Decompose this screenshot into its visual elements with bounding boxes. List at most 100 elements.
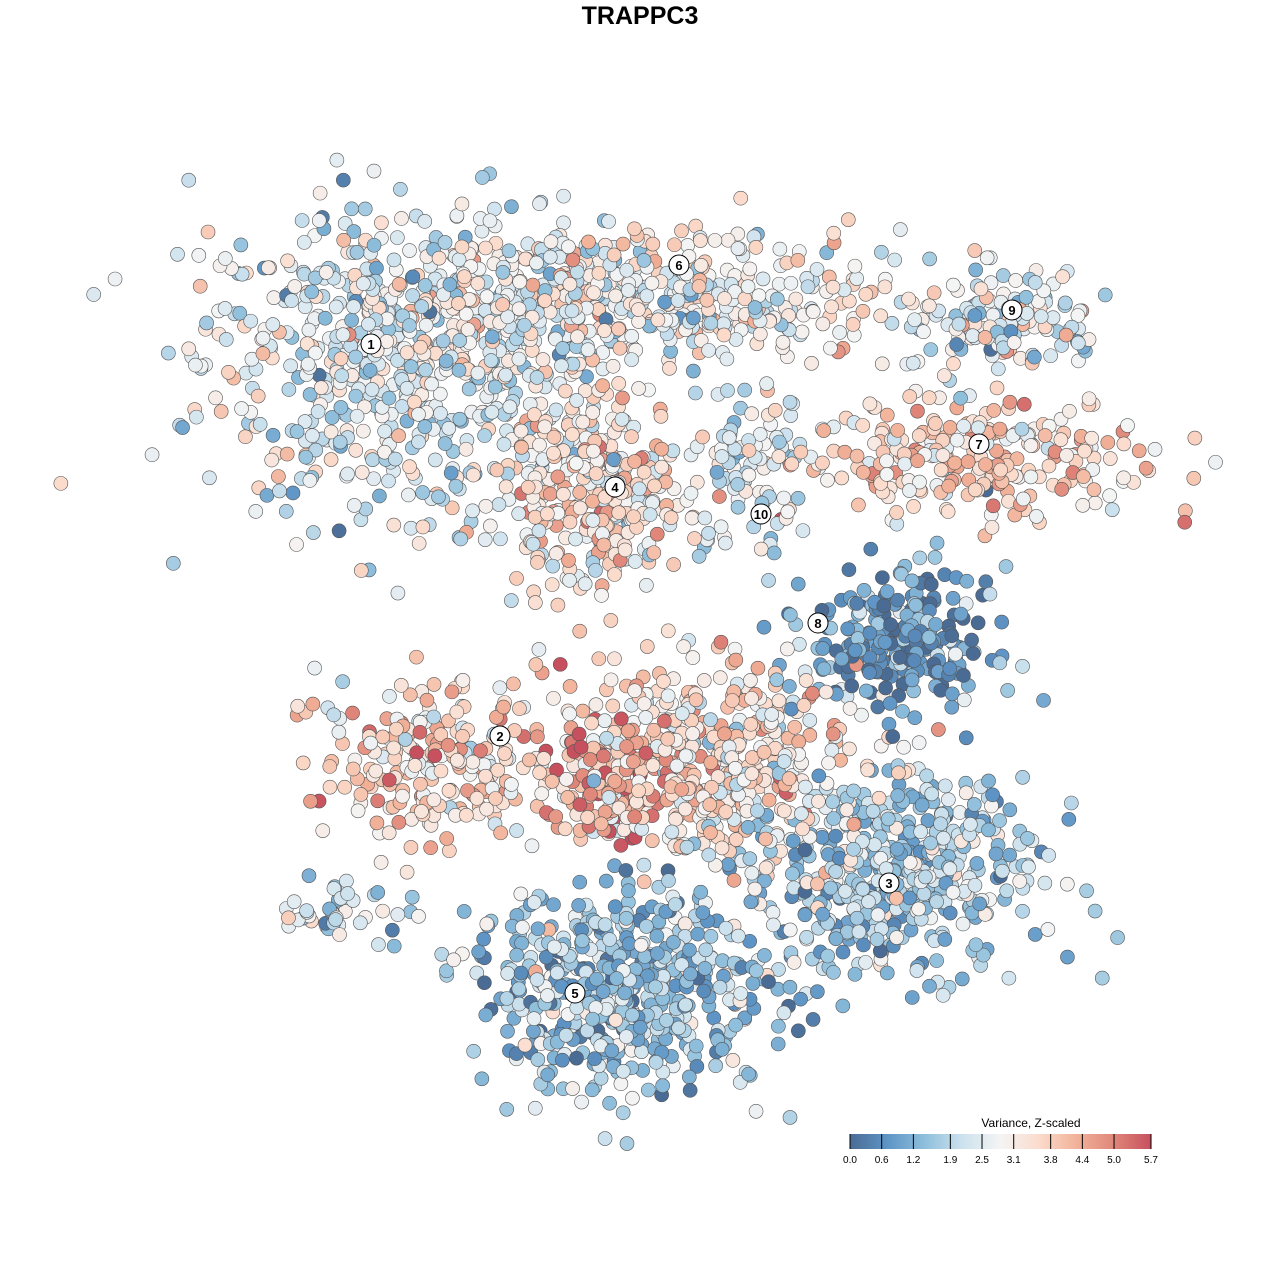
point [532, 196, 547, 212]
point [530, 729, 545, 745]
point [794, 806, 809, 821]
point [782, 394, 798, 410]
point [432, 386, 448, 402]
point [667, 897, 683, 912]
point [217, 301, 233, 316]
point [542, 486, 558, 502]
point [474, 1071, 490, 1087]
point [752, 326, 768, 342]
point [875, 570, 890, 585]
colorbar-tick-label: 1.9 [943, 1155, 957, 1166]
point [453, 531, 469, 547]
point [1102, 488, 1117, 504]
point [619, 262, 635, 278]
point [970, 420, 986, 436]
point [608, 288, 623, 304]
point [949, 337, 964, 352]
point [535, 352, 551, 367]
cluster-label-text: 6 [675, 258, 682, 273]
point [313, 380, 329, 395]
point [942, 861, 958, 877]
point [978, 457, 993, 472]
point [992, 813, 1007, 828]
point [953, 390, 968, 406]
point [654, 459, 669, 475]
colorbar [850, 1134, 1151, 1149]
point [956, 668, 971, 683]
point [815, 641, 831, 656]
point [671, 1020, 686, 1036]
point [745, 976, 761, 991]
point [532, 765, 547, 780]
point [326, 707, 342, 723]
point [717, 726, 732, 742]
point [488, 791, 503, 806]
point [511, 301, 527, 317]
point [708, 857, 723, 873]
point [613, 838, 629, 853]
point [674, 957, 689, 972]
point [636, 696, 652, 712]
point [945, 590, 961, 606]
point [395, 788, 410, 804]
point [725, 693, 740, 708]
point [847, 258, 863, 274]
point [936, 368, 952, 383]
point [841, 562, 857, 578]
point [615, 236, 631, 252]
point [411, 434, 426, 450]
point [879, 453, 894, 469]
point [1001, 970, 1017, 986]
point [597, 1131, 613, 1146]
point [1070, 335, 1086, 351]
point [545, 558, 561, 574]
point [336, 232, 352, 248]
point [477, 532, 493, 547]
point [640, 968, 655, 984]
point [286, 894, 302, 909]
point [318, 265, 334, 280]
cluster-labels: 1 6 9 7 4 10 8 2 3 5 [360, 254, 1023, 1004]
point [1061, 812, 1077, 827]
point [550, 469, 566, 485]
points-layer [53, 152, 1223, 1151]
point [500, 1024, 515, 1039]
point [295, 755, 311, 771]
point [744, 766, 760, 781]
point [525, 277, 541, 293]
point [607, 567, 622, 582]
point [625, 1007, 640, 1023]
point [170, 246, 185, 262]
point [301, 322, 317, 338]
point [528, 1100, 543, 1116]
point [399, 864, 415, 880]
point [847, 967, 863, 982]
point [371, 937, 386, 952]
point [522, 752, 537, 768]
point [880, 811, 896, 827]
point [682, 1069, 697, 1085]
point [413, 776, 428, 792]
point [144, 447, 160, 463]
point [733, 986, 748, 1001]
point [695, 429, 710, 445]
point [559, 772, 574, 787]
point [816, 661, 832, 677]
point [708, 1058, 723, 1074]
point [478, 498, 494, 514]
point [390, 907, 406, 922]
point [969, 856, 985, 871]
point [491, 497, 507, 512]
point [992, 655, 1008, 671]
point [889, 841, 905, 857]
point [889, 890, 904, 906]
cluster-label-7: 7 [968, 433, 990, 455]
point [525, 536, 541, 552]
point [795, 523, 811, 538]
point [654, 441, 669, 457]
point [499, 1101, 515, 1117]
point [693, 333, 709, 348]
point [479, 289, 495, 304]
point [560, 790, 575, 805]
point [664, 824, 680, 840]
